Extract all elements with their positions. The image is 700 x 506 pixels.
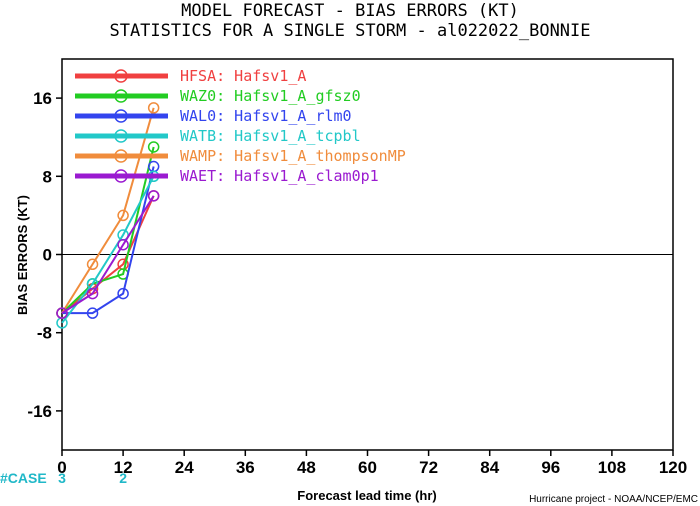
x-tick-label: 96: [541, 458, 560, 477]
y-tick-label: -16: [27, 402, 52, 421]
data-point-marker: [86, 307, 99, 319]
legend-entry-label: WAET: Hafsv1_A_clam0p1: [180, 167, 379, 185]
legend-entry-label: WAZ0: Hafsv1_A_gfsz0: [180, 87, 361, 105]
legend-swatch-marker: [114, 169, 128, 183]
series-line: [61, 195, 155, 314]
legend: HFSA: Hafsv1_A WAZ0: Hafsv1_A_gfsz0 WAL0: …: [75, 67, 406, 185]
y-tick-label: 8: [43, 167, 52, 186]
legend-entry-label: HFSA: Hafsv1_A: [180, 67, 306, 85]
legend-swatch-marker: [114, 69, 128, 83]
x-tick-label: 12: [114, 458, 133, 477]
legend-entry-label: WAL0: Hafsv1_A_rlm0: [180, 107, 352, 125]
legend-swatch-marker: [114, 109, 128, 123]
y-axis-ticks: 16 8 0 -8 -16: [27, 89, 62, 421]
x-axis-ticks: 0 12 24 36 48 60 72 84 96 108 120: [57, 450, 687, 477]
data-point-marker: [147, 102, 160, 114]
chart-subtitle: STATISTICS FOR A SINGLE STORM - al022022…: [109, 21, 590, 41]
data-point-marker: [56, 307, 68, 319]
data-point-marker: [147, 190, 160, 202]
y-tick-label: 0: [43, 246, 52, 265]
legend-swatch-marker: [114, 129, 128, 143]
y-tick-label: -8: [37, 324, 52, 343]
x-tick-label: 72: [419, 458, 438, 477]
series-line: [61, 107, 155, 314]
data-point-marker: [117, 287, 129, 300]
data-point-marker: [117, 209, 129, 222]
series-line: [61, 146, 155, 314]
case-counts: #CASE 3 2: [0, 470, 127, 486]
x-tick-label: 120: [659, 458, 687, 477]
data-point-marker: [86, 287, 99, 300]
chart-title: MODEL FORECAST - BIAS ERRORS (KT): [181, 1, 519, 21]
legend-entry-label: WAMP: Hafsv1_A_thompsonMP: [180, 147, 406, 165]
y-axis-label: BIAS ERRORS (KT): [15, 195, 30, 315]
series-lines: [56, 102, 160, 329]
series-line: [62, 166, 155, 315]
data-point-marker: [117, 238, 129, 251]
x-tick-label: 84: [480, 458, 499, 477]
case-label: #CASE: [0, 470, 47, 486]
case-count: 3: [58, 470, 66, 486]
x-tick-label: 0: [57, 458, 66, 477]
legend-swatch-marker: [114, 89, 128, 103]
x-tick-label: 24: [175, 458, 194, 477]
x-axis-label: Forecast lead time (hr): [297, 488, 436, 503]
x-tick-label: 108: [598, 458, 626, 477]
credit-text: Hurricane project - NOAA/NCEP/EMC: [529, 494, 698, 505]
legend-swatch-marker: [114, 149, 128, 163]
y-tick-label: 16: [33, 89, 52, 108]
x-tick-label: 48: [297, 458, 316, 477]
x-tick-label: 60: [358, 458, 377, 477]
case-count: 2: [119, 470, 127, 486]
data-point-marker: [147, 141, 160, 153]
x-tick-label: 36: [236, 458, 255, 477]
legend-entry-label: WATB: Hafsv1_A_tcpbl: [180, 127, 361, 145]
data-point-marker: [86, 258, 99, 271]
